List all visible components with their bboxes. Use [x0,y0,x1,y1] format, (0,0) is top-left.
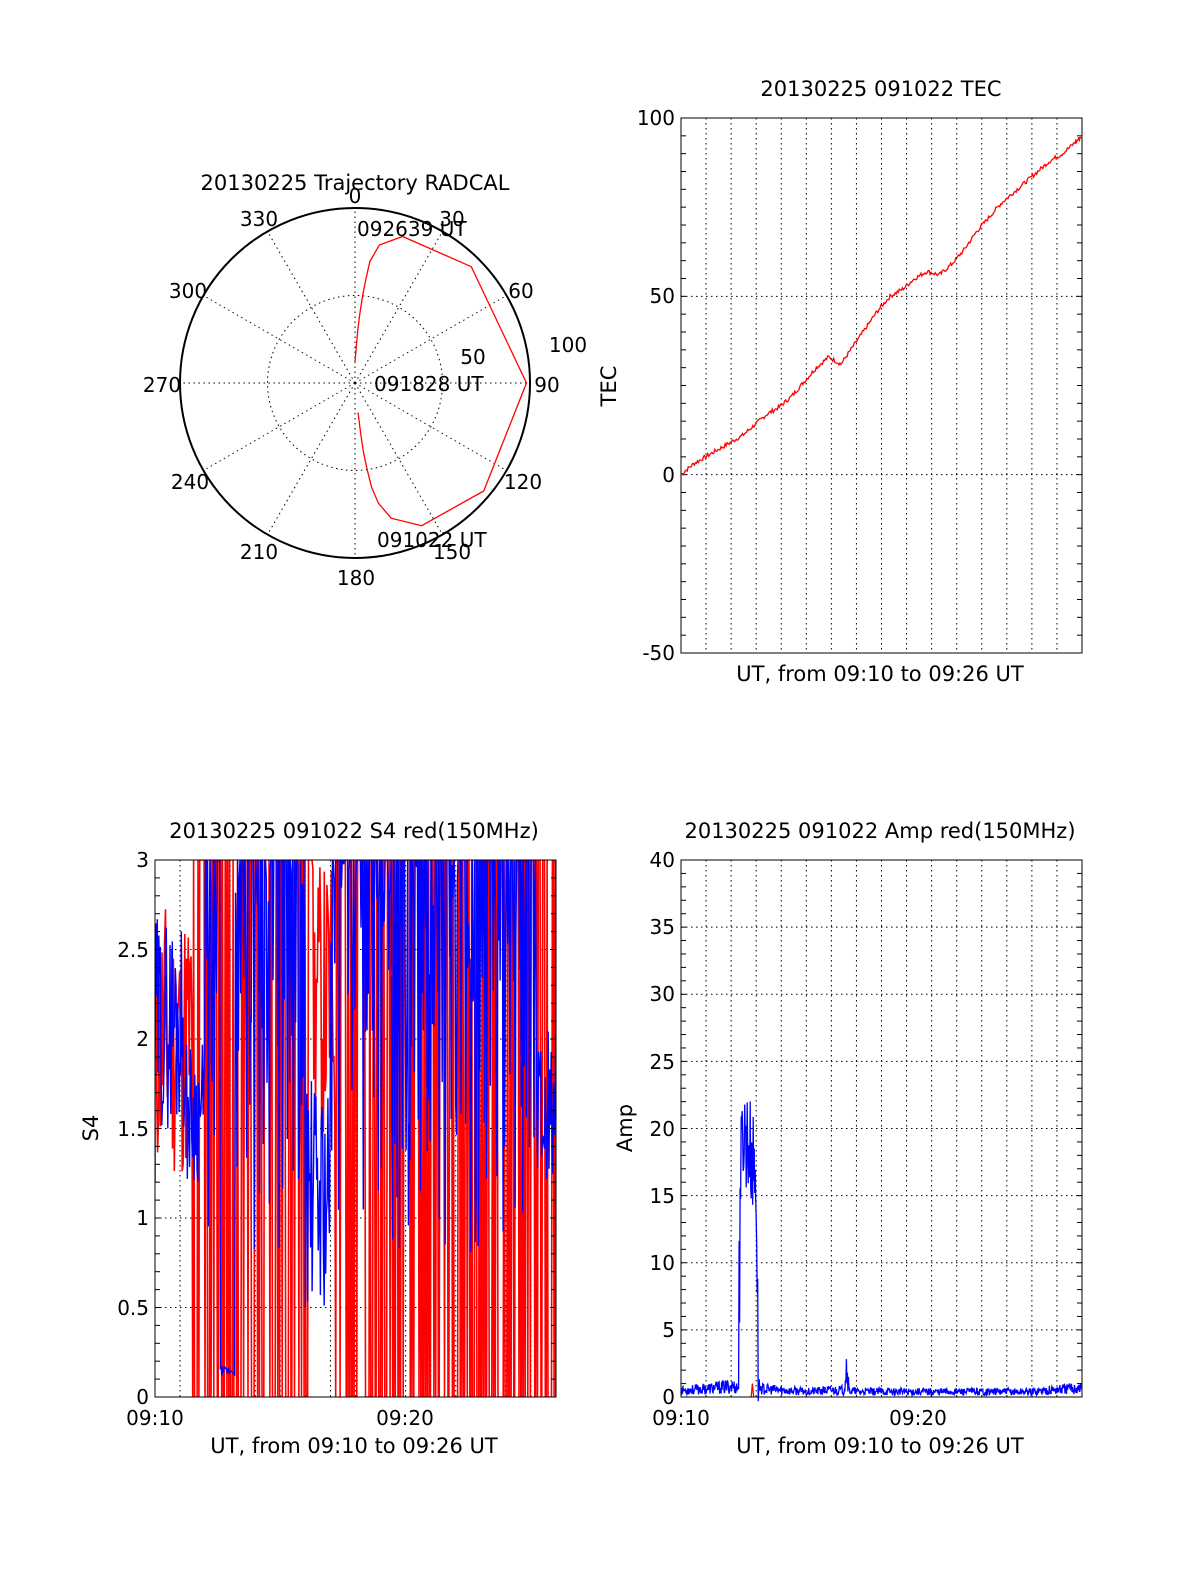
s4-xlabel: UT, from 09:10 to 09:26 UT [210,1434,498,1458]
amp-panel: 20130225 091022 Amp red(150MHz) 0 5 10 1… [613,819,1083,1458]
amp-series-traces [680,1101,1083,1402]
radius-label-100: 100 [549,333,587,357]
amp-grid [681,860,1082,1397]
amp-ytick-40: 40 [650,848,675,872]
trajectory-start-label: 091022 UT [377,528,487,552]
polar-spoke [354,382,507,471]
tec-ylabel: TEC [597,366,621,408]
s4-panel: 20130225 091022 S4 red(150MHz) 0 0.5 1 1… [79,819,557,1458]
angle-label-240: 240 [171,470,209,494]
trajectory-line [354,235,528,527]
angle-label-120: 120 [504,470,542,494]
amp-ytick-10: 10 [650,1251,675,1275]
amp-minor-ticks [681,872,1082,1385]
angle-label-60: 60 [508,279,533,303]
polar-spoke [203,382,356,471]
trajectory-polar-panel: 20130225 Trajectory RADCAL 0 30 60 90 12… [143,171,587,590]
angle-label-300: 300 [169,279,207,303]
amp-xtick-0910: 09:10 [652,1406,710,1430]
amp-ytick-15: 15 [650,1184,675,1208]
tec-panel: 20130225 091022 TEC 100 50 0 -50 TEC UT,… [597,77,1083,686]
tec-grid [681,118,1082,653]
polar-spoke [267,231,356,384]
amp-red-trace [750,1383,755,1398]
tec-title: 20130225 091022 TEC [760,77,1001,101]
s4-ytick-3: 3 [136,848,149,872]
angle-label-180: 180 [337,566,375,590]
polar-grid-ring [267,295,443,471]
s4-ylabel: S4 [79,1115,103,1142]
angle-label-90: 90 [534,373,559,397]
s4-ytick-0: 0 [136,1385,149,1409]
polar-outer-ring [179,207,531,559]
s4-ytick-1: 1 [136,1206,149,1230]
amp-ytick-0: 0 [662,1385,675,1409]
polar-spoke [203,295,356,384]
radius-label-50: 50 [460,345,485,369]
angle-label-0: 0 [349,184,362,208]
tec-ytick-0: 0 [662,463,675,487]
tec-ytick-50: 50 [650,284,675,308]
angle-label-270: 270 [143,373,181,397]
angle-label-210: 210 [240,540,278,564]
trajectory-end-label: 092639 UT [357,217,467,241]
polar-grid [180,208,530,558]
trajectory-mid-label: 091828 UT [374,372,484,396]
s4-xtick-0920: 09:20 [376,1406,434,1430]
s4-blue-trace [155,860,556,1377]
angle-label-30: 30 [439,207,464,231]
polar-spoke [267,382,356,535]
amp-ytick-25: 25 [650,1050,675,1074]
polar-spoke [354,382,443,535]
angle-label-150: 150 [433,540,471,564]
amp-ytick-20: 20 [650,1117,675,1141]
s4-ytick-0.5: 0.5 [117,1296,149,1320]
s4-title: 20130225 091022 S4 red(150MHz) [169,819,539,843]
s4-ytick-2.5: 2.5 [117,938,149,962]
s4-red-trace [155,860,556,1397]
s4-ytick-1.5: 1.5 [117,1117,149,1141]
s4-xtick-0910: 09:10 [126,1406,184,1430]
amp-xtick-0920: 09:20 [889,1406,947,1430]
s4-ytick-2: 2 [136,1027,149,1051]
amp-blue-trace [680,1101,1083,1402]
s4-series-traces [155,860,556,1397]
polar-spoke [354,295,507,384]
angle-label-330: 330 [240,207,278,231]
amp-xlabel: UT, from 09:10 to 09:26 UT [736,1434,1024,1458]
tec-xlabel: UT, from 09:10 to 09:26 UT [736,662,1024,686]
tec-minor-ticks [681,135,1082,636]
amp-ytick-30: 30 [650,982,675,1006]
tec-series-line [680,135,1083,476]
s4-minor-ticks [155,877,556,1380]
trajectory-title: 20130225 Trajectory RADCAL [201,171,510,195]
amp-ylabel: Amp [613,1104,637,1152]
amp-ytick-5: 5 [662,1318,675,1342]
polar-spoke [354,231,443,384]
amp-ytick-35: 35 [650,915,675,939]
amp-title: 20130225 091022 Amp red(150MHz) [684,819,1075,843]
tec-ytick-minus50: -50 [642,641,675,665]
tec-ytick-100: 100 [637,106,675,130]
